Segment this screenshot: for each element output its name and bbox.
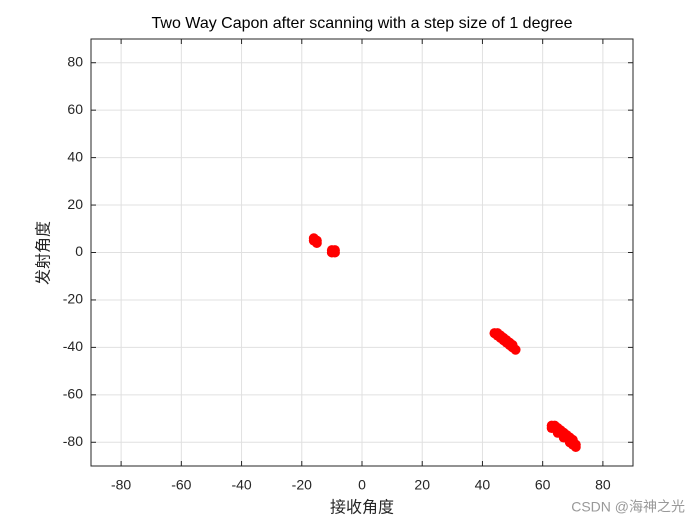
x-axis-label: 接收角度 <box>330 498 394 517</box>
x-tick-label: 0 <box>358 477 366 493</box>
y-tick-label: 40 <box>67 148 83 164</box>
y-axis-label: 发射角度 <box>34 221 53 285</box>
chart-title: Two Way Capon after scanning with a step… <box>152 15 573 32</box>
y-tick-label: -40 <box>63 338 83 354</box>
x-tick-label: 60 <box>535 477 551 493</box>
watermark: CSDN @海神之光 <box>571 499 685 515</box>
point <box>308 233 319 244</box>
x-tick-label: 80 <box>595 477 611 493</box>
y-tick-label: -20 <box>63 291 83 307</box>
y-tick-label: -60 <box>63 386 83 402</box>
x-tick-label: 20 <box>414 477 430 493</box>
x-tick-label: -60 <box>171 477 191 493</box>
point <box>564 437 575 448</box>
x-tick-label: -80 <box>111 477 131 493</box>
plot-frame <box>90 38 634 467</box>
point <box>510 344 521 355</box>
y-tick-label: -80 <box>63 433 83 449</box>
y-tick-label: 20 <box>67 196 83 212</box>
point <box>546 423 557 434</box>
x-tick-label: -20 <box>292 477 312 493</box>
point <box>329 245 340 256</box>
x-tick-label: 40 <box>475 477 491 493</box>
y-tick-label: 60 <box>67 101 83 117</box>
y-tick-label: 0 <box>75 243 83 259</box>
x-tick-label: -40 <box>231 477 251 493</box>
y-tick-label: 80 <box>67 53 83 69</box>
